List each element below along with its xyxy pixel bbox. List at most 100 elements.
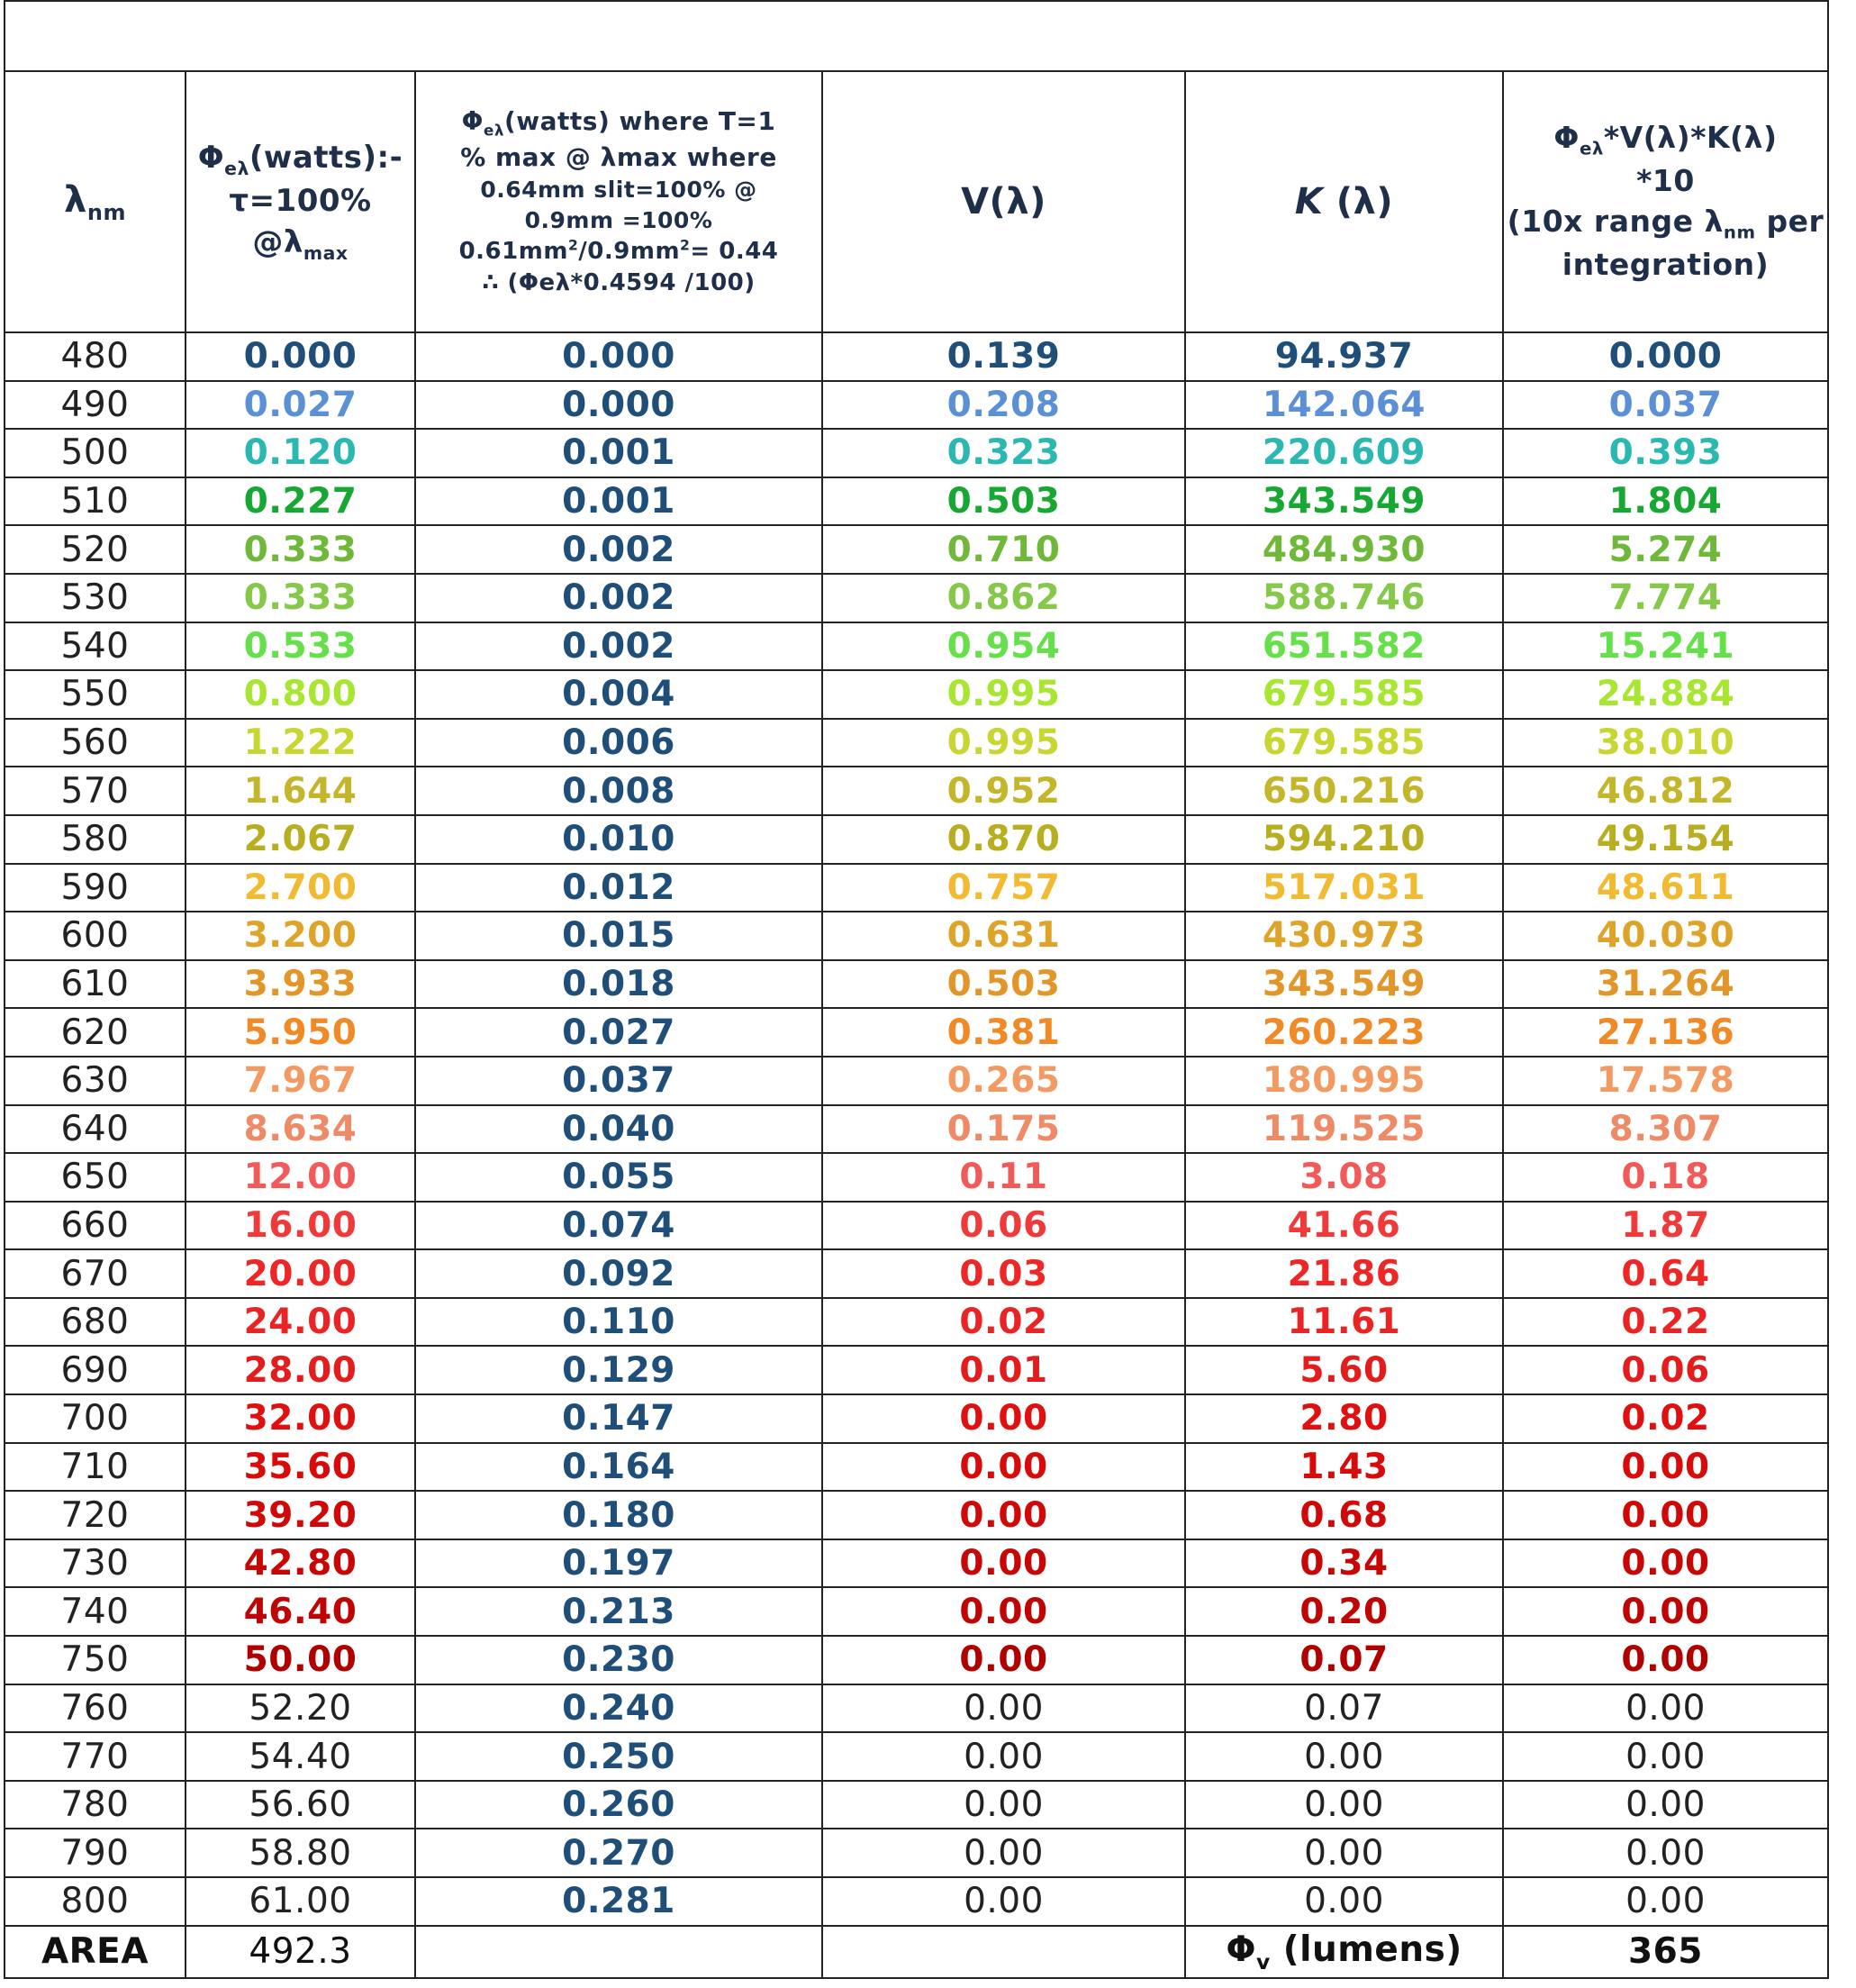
cell-v-lambda[interactable]: 0.323 bbox=[821, 428, 1186, 478]
phi-v-label-cell[interactable]: Φv (lumens) bbox=[1184, 1924, 1504, 1979]
cell-k-lambda[interactable]: 41.66 bbox=[1184, 1200, 1504, 1251]
cell-phi-t[interactable]: 0.002 bbox=[414, 572, 823, 623]
cell-phi[interactable]: 58.80 bbox=[185, 1828, 416, 1878]
cell-v-lambda[interactable]: 0.631 bbox=[821, 911, 1186, 961]
cell-lambda[interactable]: 480 bbox=[4, 331, 186, 382]
cell-phi-t[interactable]: 0.002 bbox=[414, 621, 823, 672]
cell-phi[interactable]: 0.533 bbox=[185, 621, 416, 672]
cell-phi[interactable]: 56.60 bbox=[185, 1779, 416, 1830]
cell-v-lambda[interactable]: 0.00 bbox=[821, 1586, 1186, 1638]
area-label-cell[interactable]: AREA bbox=[4, 1924, 186, 1979]
cell-product[interactable]: 0.00 bbox=[1502, 1538, 1829, 1589]
cell-phi-t[interactable]: 0.240 bbox=[414, 1683, 823, 1734]
cell-k-lambda[interactable]: 430.973 bbox=[1184, 911, 1504, 961]
cell-v-lambda[interactable]: 0.175 bbox=[821, 1103, 1186, 1155]
cell-k-lambda[interactable]: 0.00 bbox=[1184, 1876, 1504, 1927]
cell-v-lambda[interactable]: 0.952 bbox=[821, 766, 1186, 816]
cell-k-lambda[interactable]: 0.07 bbox=[1184, 1635, 1504, 1685]
cell-product[interactable]: 46.812 bbox=[1502, 766, 1829, 816]
cell-k-lambda[interactable]: 0.68 bbox=[1184, 1490, 1504, 1540]
cell-lambda[interactable]: 530 bbox=[4, 572, 186, 623]
cell-k-lambda[interactable]: 5.60 bbox=[1184, 1345, 1504, 1396]
cell-v-lambda[interactable]: 0.02 bbox=[821, 1296, 1186, 1348]
cell-k-lambda[interactable]: 0.00 bbox=[1184, 1731, 1504, 1782]
cell-product[interactable]: 31.264 bbox=[1502, 958, 1829, 1010]
cell-v-lambda[interactable]: 0.00 bbox=[821, 1490, 1186, 1540]
cell-phi[interactable]: 46.40 bbox=[185, 1586, 416, 1638]
cell-k-lambda[interactable]: 588.746 bbox=[1184, 572, 1504, 623]
cell-phi[interactable]: 0.227 bbox=[185, 476, 416, 527]
cell-product[interactable]: 0.00 bbox=[1502, 1635, 1829, 1685]
cell-product[interactable]: 0.00 bbox=[1502, 1683, 1829, 1734]
cell-phi[interactable]: 20.00 bbox=[185, 1248, 416, 1299]
cell-lambda[interactable]: 630 bbox=[4, 1055, 186, 1106]
cell-v-lambda[interactable]: 0.06 bbox=[821, 1200, 1186, 1251]
cell-phi-t[interactable]: 0.129 bbox=[414, 1345, 823, 1396]
cell-v-lambda[interactable]: 0.00 bbox=[821, 1441, 1186, 1493]
area-blank-cell-2[interactable] bbox=[821, 1924, 1186, 1979]
cell-phi-t[interactable]: 0.147 bbox=[414, 1393, 823, 1444]
cell-k-lambda[interactable]: 0.07 bbox=[1184, 1683, 1504, 1734]
cell-phi[interactable]: 0.800 bbox=[185, 669, 416, 720]
cell-v-lambda[interactable]: 0.757 bbox=[821, 862, 1186, 913]
cell-lambda[interactable]: 490 bbox=[4, 379, 186, 431]
cell-phi[interactable]: 24.00 bbox=[185, 1296, 416, 1348]
cell-lambda[interactable]: 660 bbox=[4, 1200, 186, 1251]
cell-product[interactable]: 38.010 bbox=[1502, 717, 1829, 768]
cell-lambda[interactable]: 690 bbox=[4, 1345, 186, 1396]
cell-phi-t[interactable]: 0.164 bbox=[414, 1441, 823, 1493]
cell-k-lambda[interactable]: 11.61 bbox=[1184, 1296, 1504, 1348]
cell-product[interactable]: 27.136 bbox=[1502, 1007, 1829, 1058]
header-v-lambda[interactable]: V(λ) bbox=[821, 70, 1186, 333]
cell-v-lambda[interactable]: 0.870 bbox=[821, 813, 1186, 865]
cell-k-lambda[interactable]: 1.43 bbox=[1184, 1441, 1504, 1493]
cell-phi[interactable]: 52.20 bbox=[185, 1683, 416, 1734]
cell-k-lambda[interactable]: 260.223 bbox=[1184, 1007, 1504, 1058]
area-value-cell[interactable]: 492.3 bbox=[185, 1924, 416, 1979]
cell-phi[interactable]: 3.933 bbox=[185, 958, 416, 1010]
cell-product[interactable]: 8.307 bbox=[1502, 1103, 1829, 1155]
cell-v-lambda[interactable]: 0.00 bbox=[821, 1876, 1186, 1927]
cell-phi-t[interactable]: 0.092 bbox=[414, 1248, 823, 1299]
cell-k-lambda[interactable]: 650.216 bbox=[1184, 766, 1504, 816]
cell-product[interactable]: 0.00 bbox=[1502, 1586, 1829, 1638]
cell-lambda[interactable]: 670 bbox=[4, 1248, 186, 1299]
cell-lambda[interactable]: 730 bbox=[4, 1538, 186, 1589]
cell-phi[interactable]: 3.200 bbox=[185, 911, 416, 961]
cell-v-lambda[interactable]: 0.995 bbox=[821, 669, 1186, 720]
cell-k-lambda[interactable]: 0.34 bbox=[1184, 1538, 1504, 1589]
cell-k-lambda[interactable]: 119.525 bbox=[1184, 1103, 1504, 1155]
cell-phi[interactable]: 39.20 bbox=[185, 1490, 416, 1540]
cell-product[interactable]: 1.804 bbox=[1502, 476, 1829, 527]
header-phi-t[interactable]: Φeλ(watts) where T=1 % max @ λmax where … bbox=[414, 70, 823, 333]
cell-product[interactable]: 5.274 bbox=[1502, 524, 1829, 575]
cell-phi[interactable]: 35.60 bbox=[185, 1441, 416, 1493]
cell-phi-t[interactable]: 0.002 bbox=[414, 524, 823, 575]
cell-v-lambda[interactable]: 0.00 bbox=[821, 1635, 1186, 1685]
cell-k-lambda[interactable]: 0.00 bbox=[1184, 1828, 1504, 1878]
cell-product[interactable]: 0.22 bbox=[1502, 1296, 1829, 1348]
cell-phi[interactable]: 28.00 bbox=[185, 1345, 416, 1396]
cell-k-lambda[interactable]: 343.549 bbox=[1184, 476, 1504, 527]
cell-lambda[interactable]: 540 bbox=[4, 621, 186, 672]
cell-product[interactable]: 17.578 bbox=[1502, 1055, 1829, 1106]
cell-v-lambda[interactable]: 0.01 bbox=[821, 1345, 1186, 1396]
cell-v-lambda[interactable]: 0.503 bbox=[821, 958, 1186, 1010]
cell-phi-t[interactable]: 0.001 bbox=[414, 476, 823, 527]
cell-phi-t[interactable]: 0.001 bbox=[414, 428, 823, 478]
cell-phi-t[interactable]: 0.110 bbox=[414, 1296, 823, 1348]
cell-lambda[interactable]: 580 bbox=[4, 813, 186, 865]
cell-k-lambda[interactable]: 343.549 bbox=[1184, 958, 1504, 1010]
cell-lambda[interactable]: 500 bbox=[4, 428, 186, 478]
cell-product[interactable]: 0.00 bbox=[1502, 1828, 1829, 1878]
cell-lambda[interactable]: 740 bbox=[4, 1586, 186, 1638]
cell-phi[interactable]: 2.700 bbox=[185, 862, 416, 913]
cell-phi-t[interactable]: 0.015 bbox=[414, 911, 823, 961]
cell-phi[interactable]: 12.00 bbox=[185, 1152, 416, 1203]
cell-lambda[interactable]: 760 bbox=[4, 1683, 186, 1734]
cell-phi[interactable]: 61.00 bbox=[185, 1876, 416, 1927]
cell-product[interactable]: 15.241 bbox=[1502, 621, 1829, 672]
cell-phi[interactable]: 0.000 bbox=[185, 331, 416, 382]
cell-phi[interactable]: 32.00 bbox=[185, 1393, 416, 1444]
cell-product[interactable]: 0.02 bbox=[1502, 1393, 1829, 1444]
